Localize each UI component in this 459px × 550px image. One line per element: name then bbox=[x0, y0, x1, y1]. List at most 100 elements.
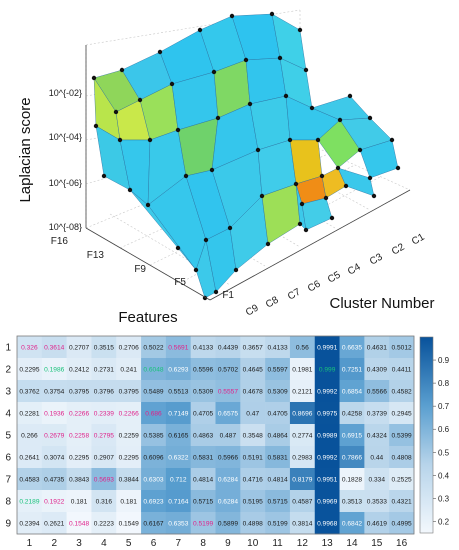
heatmap-cell bbox=[141, 468, 167, 491]
heatmap-value-label: 0.2295 bbox=[19, 367, 40, 374]
heatmap-cell bbox=[215, 424, 241, 447]
heatmap-value-label: 0.1936 bbox=[44, 411, 65, 418]
heatmap-cell bbox=[339, 336, 365, 359]
heatmap-cell bbox=[66, 336, 92, 359]
heatmap-cell bbox=[265, 424, 291, 447]
score-heatmap: 0.326 0.3614 0.2707 0.3515 0.2706 0.5022 0.569… bbox=[5, 335, 450, 549]
heatmap-value-label: 0.56 bbox=[296, 345, 309, 352]
heatmap-value-label: 0.7251 bbox=[342, 367, 363, 374]
heatmap-column-label: 5 bbox=[126, 538, 132, 549]
heatmap-cell bbox=[289, 424, 316, 447]
heatmap-cell bbox=[66, 468, 92, 491]
heatmap-value-label: 0.5557 bbox=[218, 389, 239, 396]
heatmap-value-label: 0.4587 bbox=[292, 499, 313, 506]
heatmap-cell bbox=[91, 424, 117, 447]
heatmap-column-label: 16 bbox=[396, 538, 408, 549]
heatmap-cell bbox=[289, 380, 316, 403]
heatmap-cell bbox=[91, 446, 117, 469]
heatmap-column-label: 7 bbox=[176, 538, 182, 549]
z-tick-label: 10^{-06} bbox=[49, 178, 82, 188]
heatmap-cell bbox=[314, 446, 340, 469]
heatmap-cell bbox=[116, 490, 142, 513]
heatmap-value-label: 0.2281 bbox=[19, 411, 40, 418]
heatmap-column-label: 6 bbox=[151, 538, 157, 549]
heatmap-cell bbox=[265, 490, 291, 513]
heatmap-cell bbox=[339, 446, 365, 469]
heatmap-cell bbox=[17, 358, 43, 381]
heatmap-value-label: 0.9992 bbox=[317, 455, 338, 462]
heatmap-row-label: 2 bbox=[5, 365, 11, 376]
heatmap-cell bbox=[265, 446, 291, 469]
heatmap-cell bbox=[91, 380, 117, 403]
heatmap-cell bbox=[389, 424, 415, 447]
heatmap-cell bbox=[289, 446, 316, 469]
heatmap-cell bbox=[215, 336, 241, 359]
heatmap-row-label: 5 bbox=[5, 431, 11, 442]
heatmap-value-label: 0.241 bbox=[120, 367, 137, 374]
z-tick-label: 10^{-08} bbox=[49, 222, 82, 232]
heatmap-cell bbox=[141, 424, 167, 447]
heatmap-value-label: 0.3796 bbox=[94, 389, 115, 396]
heatmap-cell bbox=[364, 336, 390, 359]
heatmap-cell bbox=[91, 512, 117, 535]
heatmap-cell bbox=[41, 468, 67, 491]
heatmap-column-label: 11 bbox=[272, 538, 283, 549]
heatmap-value-label: 0.4735 bbox=[44, 477, 65, 484]
heatmap-cell bbox=[165, 424, 191, 447]
heatmap-cell bbox=[389, 336, 415, 359]
z-tick-label: 10^{-04} bbox=[49, 132, 82, 142]
feature-tick-label: F16 bbox=[51, 236, 69, 247]
heatmap-value-label: 0.3657 bbox=[243, 345, 264, 352]
heatmap-value-label: 0.712 bbox=[170, 477, 187, 484]
heatmap-value-label: 0.5309 bbox=[193, 389, 214, 396]
cluster-tick-label: C4 bbox=[346, 261, 363, 277]
heatmap-cell bbox=[66, 490, 92, 513]
heatmap-cell bbox=[190, 446, 216, 469]
heatmap-value-label: 0.4814 bbox=[267, 477, 288, 484]
colorbar-tick-label: 0.9 bbox=[438, 356, 450, 365]
heatmap-value-label: 0.4716 bbox=[243, 477, 264, 484]
heatmap-cell bbox=[116, 424, 142, 447]
heatmap-row-label: 8 bbox=[5, 497, 11, 508]
heatmap-value-label: 0.6096 bbox=[143, 455, 164, 462]
heatmap-cell bbox=[41, 424, 67, 447]
heatmap-row-label: 9 bbox=[5, 519, 11, 530]
heatmap-cell bbox=[116, 468, 142, 491]
heatmap-cell bbox=[339, 468, 365, 491]
heatmap-row-labels: 1 2 3 4 5 6 7 8 9 bbox=[5, 343, 11, 530]
heatmap-cell bbox=[240, 336, 266, 359]
cluster-tick-label: C7 bbox=[286, 286, 303, 302]
heatmap-cell bbox=[91, 402, 117, 425]
heatmap-value-label: 0.5012 bbox=[392, 345, 413, 352]
heatmap-row-label: 4 bbox=[5, 409, 11, 420]
heatmap-cell bbox=[215, 402, 241, 425]
heatmap-value-label: 0.2706 bbox=[119, 345, 140, 352]
heatmap-cell bbox=[215, 358, 241, 381]
heatmap-cell bbox=[215, 446, 241, 469]
heatmap-column-label: 4 bbox=[101, 538, 107, 549]
heatmap-cell bbox=[215, 468, 241, 491]
heatmap-value-label: 0.2983 bbox=[292, 455, 313, 462]
heatmap-value-label: 0.6575 bbox=[218, 411, 239, 418]
heatmap-cell bbox=[314, 402, 340, 425]
heatmap-value-label: 0.2258 bbox=[69, 433, 90, 440]
heatmap-cell bbox=[314, 490, 340, 513]
surface-axes bbox=[85, 45, 411, 301]
heatmap-cell bbox=[41, 490, 67, 513]
heatmap-value-label: 0.5309 bbox=[267, 389, 288, 396]
heatmap-frame bbox=[16, 335, 415, 535]
heatmap-value-label: 0.4678 bbox=[243, 389, 264, 396]
heatmap-column-label: 14 bbox=[346, 538, 358, 549]
heatmap-cell bbox=[66, 380, 92, 403]
heatmap-cell bbox=[41, 358, 67, 381]
heatmap-cell bbox=[364, 446, 390, 469]
heatmap-cell bbox=[116, 446, 142, 469]
heatmap-cell bbox=[389, 380, 415, 403]
heatmap-cell bbox=[17, 424, 43, 447]
heatmap-value-label: 0.6284 bbox=[218, 499, 239, 506]
heatmap-cell bbox=[339, 512, 365, 535]
heatmap-cell bbox=[41, 512, 67, 535]
heatmap-cell bbox=[289, 490, 316, 513]
heatmap-cell bbox=[240, 402, 266, 425]
heatmap-cell bbox=[66, 512, 92, 535]
